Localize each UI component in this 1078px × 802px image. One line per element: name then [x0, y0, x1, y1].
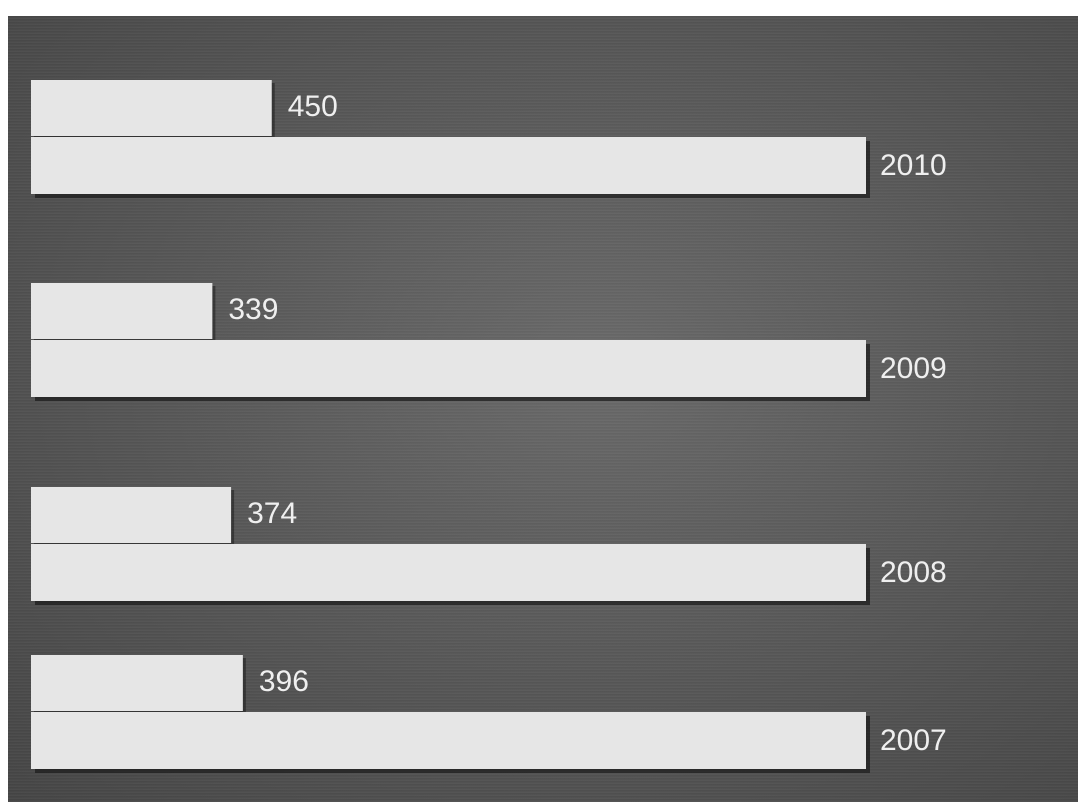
- category-bar: [31, 712, 866, 769]
- category-label: 2010: [880, 149, 947, 182]
- value-bar: [31, 80, 272, 136]
- value-label: 396: [259, 665, 309, 698]
- category-bar: [31, 137, 866, 194]
- category-bar: [31, 340, 866, 397]
- value-label: 450: [288, 90, 338, 123]
- value-label: 374: [247, 497, 297, 530]
- category-bar: [31, 544, 866, 601]
- value-bar: [31, 655, 243, 711]
- category-label: 2009: [880, 352, 947, 385]
- value-bar: [31, 487, 232, 543]
- value-label: 339: [228, 293, 278, 326]
- value-bar: [31, 283, 213, 339]
- category-label: 2007: [880, 724, 947, 757]
- category-label: 2008: [880, 556, 947, 589]
